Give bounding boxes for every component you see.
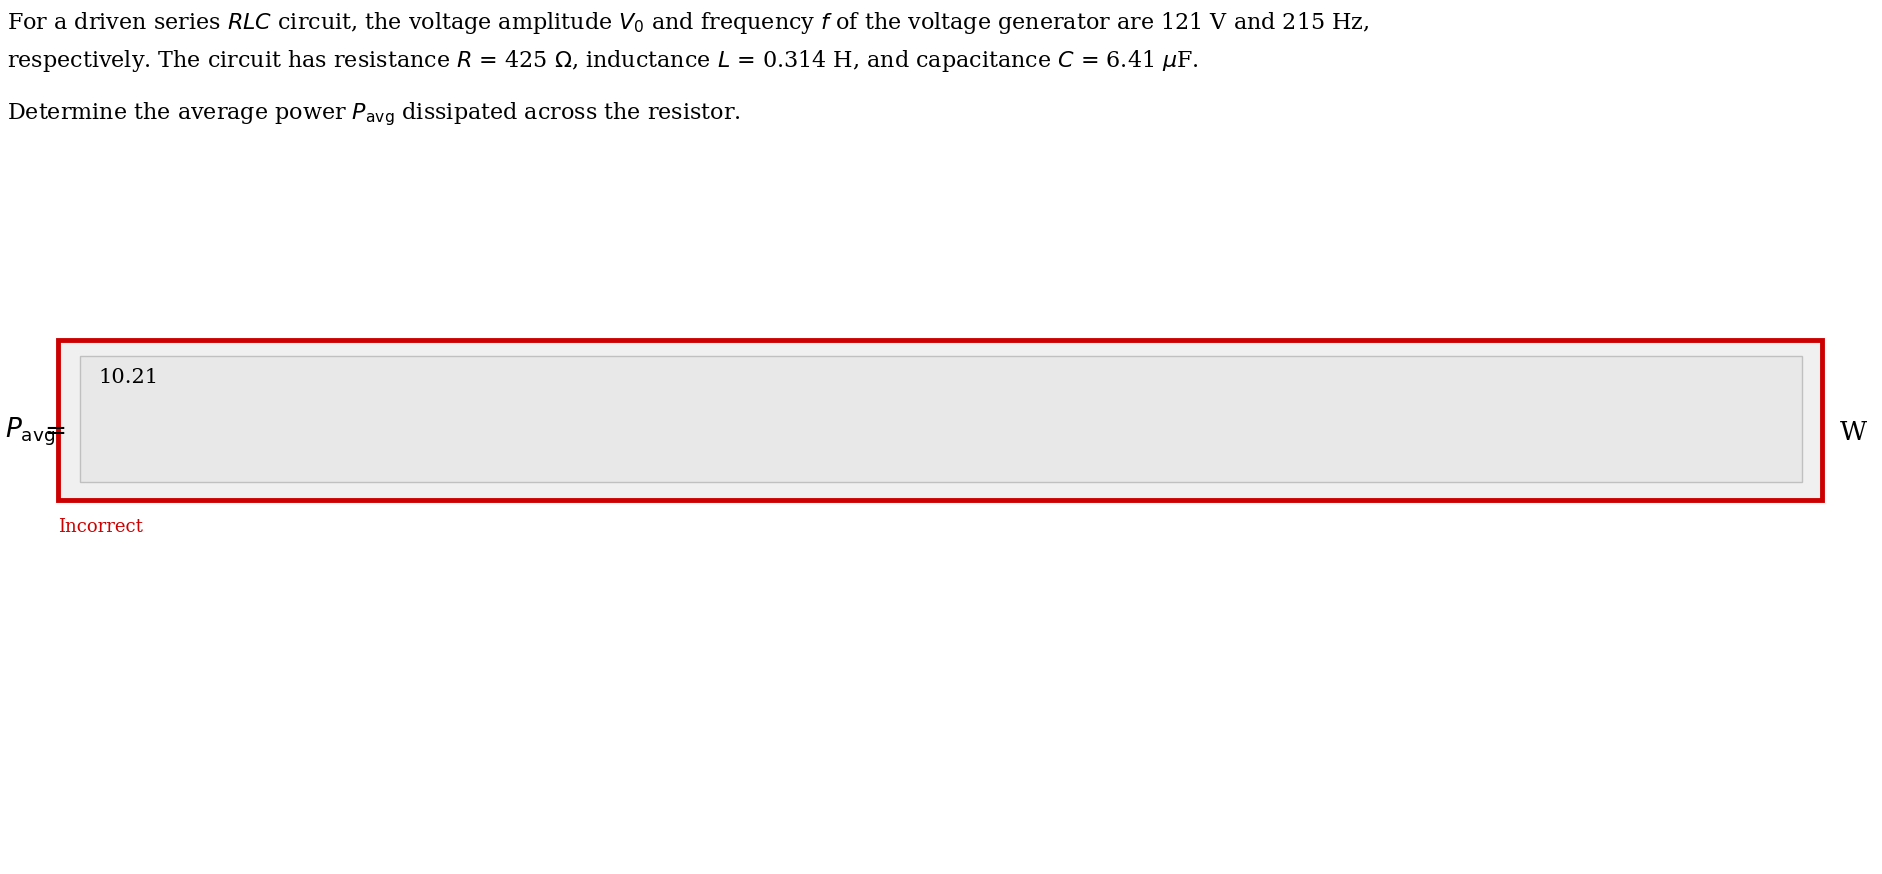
Text: W: W	[1841, 420, 1867, 445]
Text: Incorrect: Incorrect	[58, 518, 143, 536]
FancyBboxPatch shape	[81, 356, 1801, 482]
Text: respectively. The circuit has resistance $R$ = 425 $\Omega$, inductance $L$ = 0.: respectively. The circuit has resistance…	[8, 48, 1199, 74]
Text: $P_{\mathrm{avg}}$: $P_{\mathrm{avg}}$	[6, 416, 55, 448]
Text: For a driven series $\mathit{RLC}$ circuit, the voltage amplitude $V_0$ and freq: For a driven series $\mathit{RLC}$ circu…	[8, 10, 1370, 36]
Text: =: =	[43, 420, 66, 445]
Text: 10.21: 10.21	[98, 368, 158, 387]
Text: Determine the average power $P_{\mathrm{avg}}$ dissipated across the resistor.: Determine the average power $P_{\mathrm{…	[8, 100, 742, 128]
FancyBboxPatch shape	[58, 340, 1822, 500]
